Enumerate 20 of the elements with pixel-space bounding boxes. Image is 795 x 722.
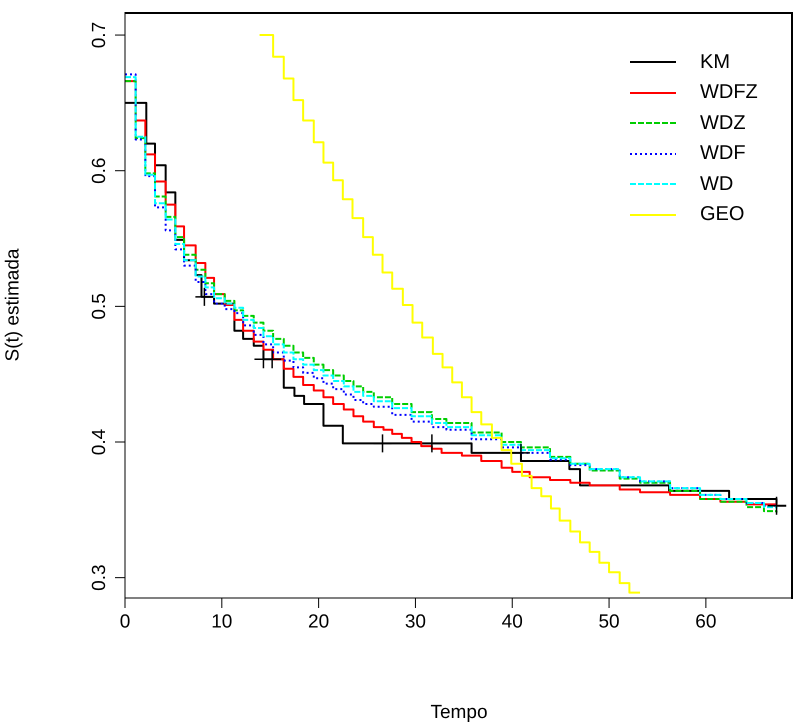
legend-label: WDZ: [700, 112, 746, 135]
legend-label: WD: [700, 172, 734, 196]
y-axis-title: S(t) estimada: [2, 248, 24, 362]
y-tick-label: 0.6: [89, 157, 110, 184]
y-tick-label: 0.5: [89, 293, 110, 320]
x-tick-label: 60: [695, 611, 716, 632]
x-tick-label: 40: [502, 611, 523, 632]
legend-label: WDF: [700, 142, 746, 166]
legend-label: KM: [700, 50, 730, 74]
legend-label: WDFZ: [700, 81, 758, 104]
y-tick-label: 0.7: [89, 22, 110, 48]
y-tick-label: 0.4: [89, 428, 110, 456]
x-tick-label: 50: [598, 611, 620, 632]
x-tick-label: 10: [211, 611, 232, 632]
x-tick-label: 20: [308, 611, 330, 632]
x-tick-label: 0: [120, 611, 130, 632]
x-tick-label: 30: [404, 611, 426, 632]
legend-label: GEO: [700, 203, 744, 226]
x-axis-title: Tempo: [430, 702, 488, 722]
y-tick-label: 0.3: [89, 564, 110, 591]
